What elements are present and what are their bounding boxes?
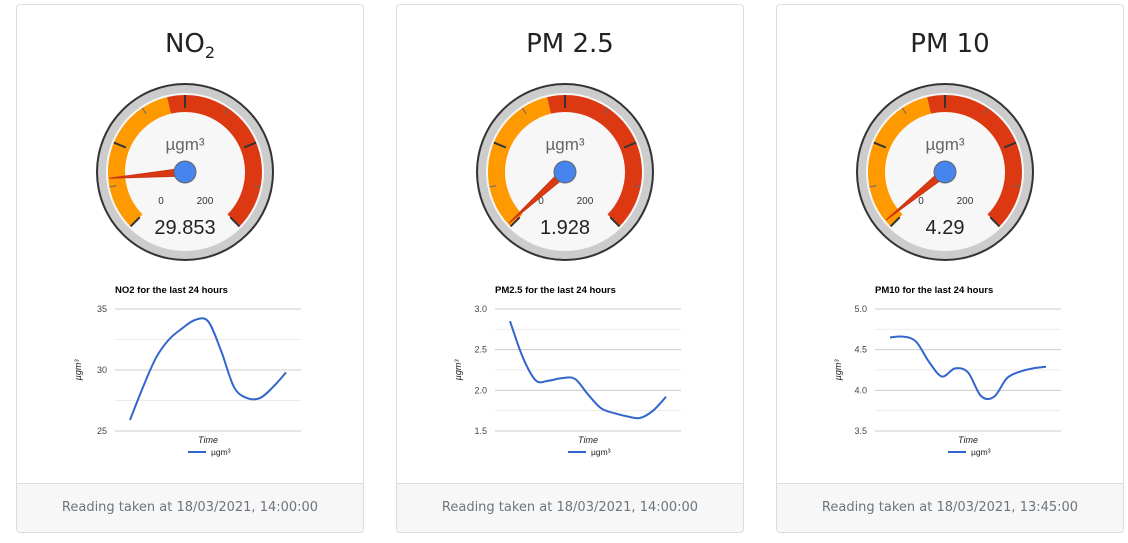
gauge-major-tick — [113, 141, 127, 149]
y-tick-label: 30 — [97, 365, 107, 375]
y-tick-label: 2.0 — [474, 385, 487, 395]
gauge-major-tick — [873, 141, 887, 149]
y-tick-label: 4.5 — [854, 345, 867, 355]
gauge-danger-band — [927, 95, 1022, 227]
pm10-card: PM 10 µgm³ 0 200 4.29 PM10 for the last 24 … — [776, 4, 1124, 533]
series-line — [129, 317, 287, 421]
pm25-gauge: µgm³ 0 200 1.928 — [476, 83, 654, 261]
gauge-major-tick — [609, 216, 621, 228]
card-title: NO2 — [164, 29, 216, 63]
gauge-unit-label: µgm³ — [925, 135, 964, 154]
y-tick-label: 4.0 — [854, 385, 867, 395]
x-axis-title: Time — [198, 435, 218, 445]
gauge-min-label: 0 — [158, 196, 164, 207]
legend-label: µgm³ — [971, 447, 991, 457]
legend-label: µgm³ — [591, 447, 611, 457]
gauge-warning-band — [108, 97, 171, 227]
gauge-minor-tick — [223, 107, 229, 115]
gauge-needle-hub — [933, 160, 957, 184]
chart-title: PM10 for the last 24 hours — [875, 285, 993, 296]
gauge-minor-tick — [869, 185, 877, 188]
y-tick-label: 35 — [97, 304, 107, 314]
y-axis-title: µgm³ — [833, 359, 843, 381]
gauge-unit-label: µgm³ — [545, 135, 584, 154]
y-tick-label: 3.5 — [854, 426, 867, 436]
y-tick-label: 1.5 — [474, 426, 487, 436]
chart-title: NO2 for the last 24 hours — [115, 285, 228, 296]
legend-label: µgm³ — [211, 447, 231, 457]
gauge-major-tick — [229, 216, 241, 228]
gauge-value-readout: 29.853 — [154, 217, 215, 239]
y-axis-title: µgm³ — [73, 359, 83, 381]
gauge-danger-band — [167, 95, 262, 227]
no2-line-chart: NO2 for the last 24 hours 35 30 25 µgm³ Time µ… — [73, 285, 301, 457]
gauge-minor-tick — [633, 185, 641, 188]
x-axis-title: Time — [958, 435, 978, 445]
series-line — [509, 320, 667, 420]
gauge-minor-tick — [603, 107, 609, 115]
y-tick-label: 5.0 — [854, 304, 867, 314]
no2-gauge: µgm³ 0 200 29.853 — [96, 83, 274, 261]
gauge-warning-band — [868, 97, 931, 227]
y-tick-label: 3.0 — [474, 304, 487, 314]
gauge-danger-band — [547, 95, 642, 227]
x-axis-title: Time — [578, 435, 598, 445]
gauge-minor-tick — [141, 107, 147, 115]
pm25-card: PM 2.5 µgm³ 0 200 1.928 PM2.5 for the last … — [396, 4, 744, 533]
gauge-minor-tick — [521, 107, 527, 115]
card-title: PM 2.5 — [526, 29, 614, 59]
reading-timestamp: Reading taken at 18/03/2021, 14:00:00 — [17, 483, 363, 532]
gauge-minor-tick — [901, 107, 907, 115]
pm10-line-chart: PM10 for the last 24 hours 5.0 4.5 4.0 3.5 µg… — [833, 285, 1061, 457]
gauge-minor-tick — [983, 107, 989, 115]
gauge-major-tick — [129, 216, 141, 228]
gauge-value-readout: 1.928 — [540, 217, 590, 239]
no2-card: NO2 µgm³ 0 200 29.853 NO2 for the last 24 h… — [16, 4, 364, 533]
series-line — [889, 335, 1047, 401]
card-title: PM 10 — [910, 29, 990, 59]
y-axis-title: µgm³ — [453, 359, 463, 381]
gauge-max-label: 200 — [957, 196, 974, 207]
y-tick-label: 25 — [97, 426, 107, 436]
reading-timestamp: Reading taken at 18/03/2021, 14:00:00 — [397, 483, 743, 532]
gauge-value-readout: 4.29 — [926, 217, 965, 239]
reading-timestamp: Reading taken at 18/03/2021, 13:45:00 — [777, 483, 1123, 532]
gauge-major-tick — [509, 216, 521, 228]
gauge-needle-hub — [173, 160, 197, 184]
gauge-unit-label: µgm³ — [165, 135, 204, 154]
gauge-minor-tick — [109, 185, 117, 188]
gauge-major-tick — [989, 216, 1001, 228]
gauge-warning-band — [488, 97, 551, 227]
gauge-minor-tick — [253, 185, 261, 188]
pm25-line-chart: PM2.5 for the last 24 hours 3.0 2.5 2.0 1.5 µ… — [453, 285, 681, 457]
gauge-min-label: 0 — [538, 196, 544, 207]
gauge-major-tick — [889, 216, 901, 228]
gauge-needle-hub — [553, 160, 577, 184]
gauge-major-tick — [493, 141, 507, 149]
chart-title: PM2.5 for the last 24 hours — [495, 285, 616, 296]
gauge-minor-tick — [489, 185, 497, 188]
gauge-min-label: 0 — [918, 196, 924, 207]
y-tick-label: 2.5 — [474, 345, 487, 355]
gauge-max-label: 200 — [197, 196, 214, 207]
gauge-major-tick — [1003, 141, 1017, 149]
pm10-gauge: µgm³ 0 200 4.29 — [856, 83, 1034, 261]
gauge-minor-tick — [1013, 185, 1021, 188]
gauge-max-label: 200 — [577, 196, 594, 207]
gauge-major-tick — [623, 141, 637, 149]
gauge-major-tick — [243, 141, 257, 149]
